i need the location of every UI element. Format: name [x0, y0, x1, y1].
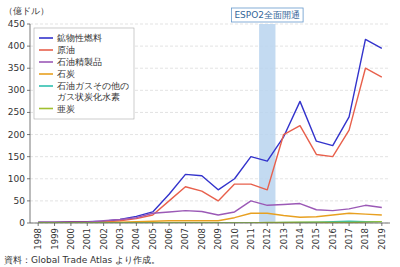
highlight-band [259, 24, 275, 223]
y-axis-line [30, 24, 31, 223]
x-tick-label: 2009 [213, 228, 223, 250]
x-tick-label: 2016 [328, 228, 338, 250]
y-tick-label: 350 [8, 63, 25, 73]
y-tick [27, 24, 30, 25]
x-tick [381, 223, 382, 226]
x-tick-label: 2005 [148, 228, 158, 250]
x-tick [250, 223, 251, 226]
x-tick [87, 223, 88, 226]
grid-line [30, 200, 390, 201]
x-tick-label: 2012 [262, 228, 272, 250]
legend: 鉱物性燃料原油石油精製品石炭石油ガスその他のガス状炭化水素亜炭 [34, 28, 134, 119]
x-tick [316, 223, 317, 226]
x-tick-label: 2018 [360, 228, 370, 250]
legend-swatch [39, 37, 53, 39]
x-tick-label: 2007 [180, 228, 190, 250]
legend-label: 石油ガスその他のガス状炭化水素 [57, 81, 129, 102]
y-tick-label: 150 [8, 152, 25, 162]
x-axis-line [30, 223, 390, 224]
legend-label: 亜炭 [57, 104, 75, 114]
x-tick-label: 2010 [230, 228, 240, 250]
x-tick-label: 2017 [344, 228, 354, 250]
x-tick [169, 223, 170, 226]
x-tick [332, 223, 333, 226]
x-tick [234, 223, 235, 226]
axes: 0 50 100 150 200 250 300 350 400 450 1998 1999 2000 2… [8, 19, 390, 250]
legend-label: 原油 [57, 45, 75, 55]
y-tick-label: 450 [8, 19, 25, 29]
x-tick-label: 2019 [377, 228, 387, 250]
annotation: ESPO2全面開通 [231, 8, 303, 22]
x-tick-label: 2004 [131, 228, 141, 250]
legend-label: 石炭 [57, 69, 75, 79]
x-tick-label: 2014 [295, 228, 305, 250]
x-tick [201, 223, 202, 226]
x-tick [283, 223, 284, 226]
x-tick [103, 223, 104, 226]
x-tick-label: 1999 [50, 228, 60, 250]
annotation-box [231, 8, 303, 22]
series-line [38, 68, 382, 222]
x-tick-label: 2011 [246, 228, 256, 250]
x-tick [136, 223, 137, 226]
x-tick [365, 223, 366, 226]
x-tick [185, 223, 186, 226]
y-tick [27, 46, 30, 47]
grid-line [30, 178, 390, 179]
legend-label: 石油精製品 [57, 57, 102, 67]
source-note: 資料：Global Trade Atlas より作成。 [4, 255, 160, 265]
grid-line [30, 24, 390, 25]
legend-swatch [39, 73, 53, 75]
x-tick [349, 223, 350, 226]
legend-swatch [39, 85, 53, 87]
series-line [38, 213, 382, 223]
x-tick [267, 223, 268, 226]
x-tick [38, 223, 39, 226]
x-tick-label: 2013 [279, 228, 289, 250]
x-tick-label: 2003 [115, 228, 125, 250]
y-tick [27, 223, 30, 224]
y-tick [27, 200, 30, 201]
series-line [38, 39, 382, 222]
y-tick [27, 112, 30, 113]
y-tick-label: 300 [8, 85, 25, 95]
grid-line [30, 156, 390, 157]
x-tick-label: 2002 [99, 228, 109, 250]
x-tick [70, 223, 71, 226]
y-tick [27, 156, 30, 157]
x-tick [218, 223, 219, 226]
x-tick [300, 223, 301, 226]
x-tick [152, 223, 153, 226]
y-tick-label: 200 [8, 130, 25, 140]
x-tick [54, 223, 55, 226]
legend-swatch [39, 49, 53, 51]
grid [30, 24, 390, 223]
y-tick-label: 50 [14, 196, 26, 206]
grid-line [30, 134, 390, 135]
y-tick [27, 90, 30, 91]
x-tick-label: 2015 [311, 228, 321, 250]
x-tick-label: 1998 [33, 228, 43, 250]
y-tick [27, 178, 30, 179]
x-tick-label: 2006 [164, 228, 174, 250]
y-tick-label: 250 [8, 107, 25, 117]
x-tick-label: 2000 [66, 228, 76, 250]
y-tick [27, 68, 30, 69]
series-line [38, 201, 382, 223]
grid-line [30, 223, 390, 224]
x-tick [120, 223, 121, 226]
y-tick-label: 100 [8, 174, 25, 184]
x-tick-label: 2008 [197, 228, 207, 250]
legend-swatch [39, 108, 53, 110]
y-tick-label: 400 [8, 41, 25, 51]
legend-label: 鉱物性燃料 [57, 33, 102, 43]
legend-swatch [39, 61, 53, 63]
y-tick-label: 0 [19, 218, 25, 228]
legend-frame [34, 28, 134, 119]
chart: 0 50 100 150 200 250 300 350 400 450 1998 1999 2000 2… [0, 0, 400, 267]
y-tick [27, 134, 30, 135]
annotation-label: ESPO2全面開通 [234, 10, 300, 20]
x-tick-label: 2001 [82, 228, 92, 250]
y-axis-label: （億ドル） [4, 6, 49, 16]
